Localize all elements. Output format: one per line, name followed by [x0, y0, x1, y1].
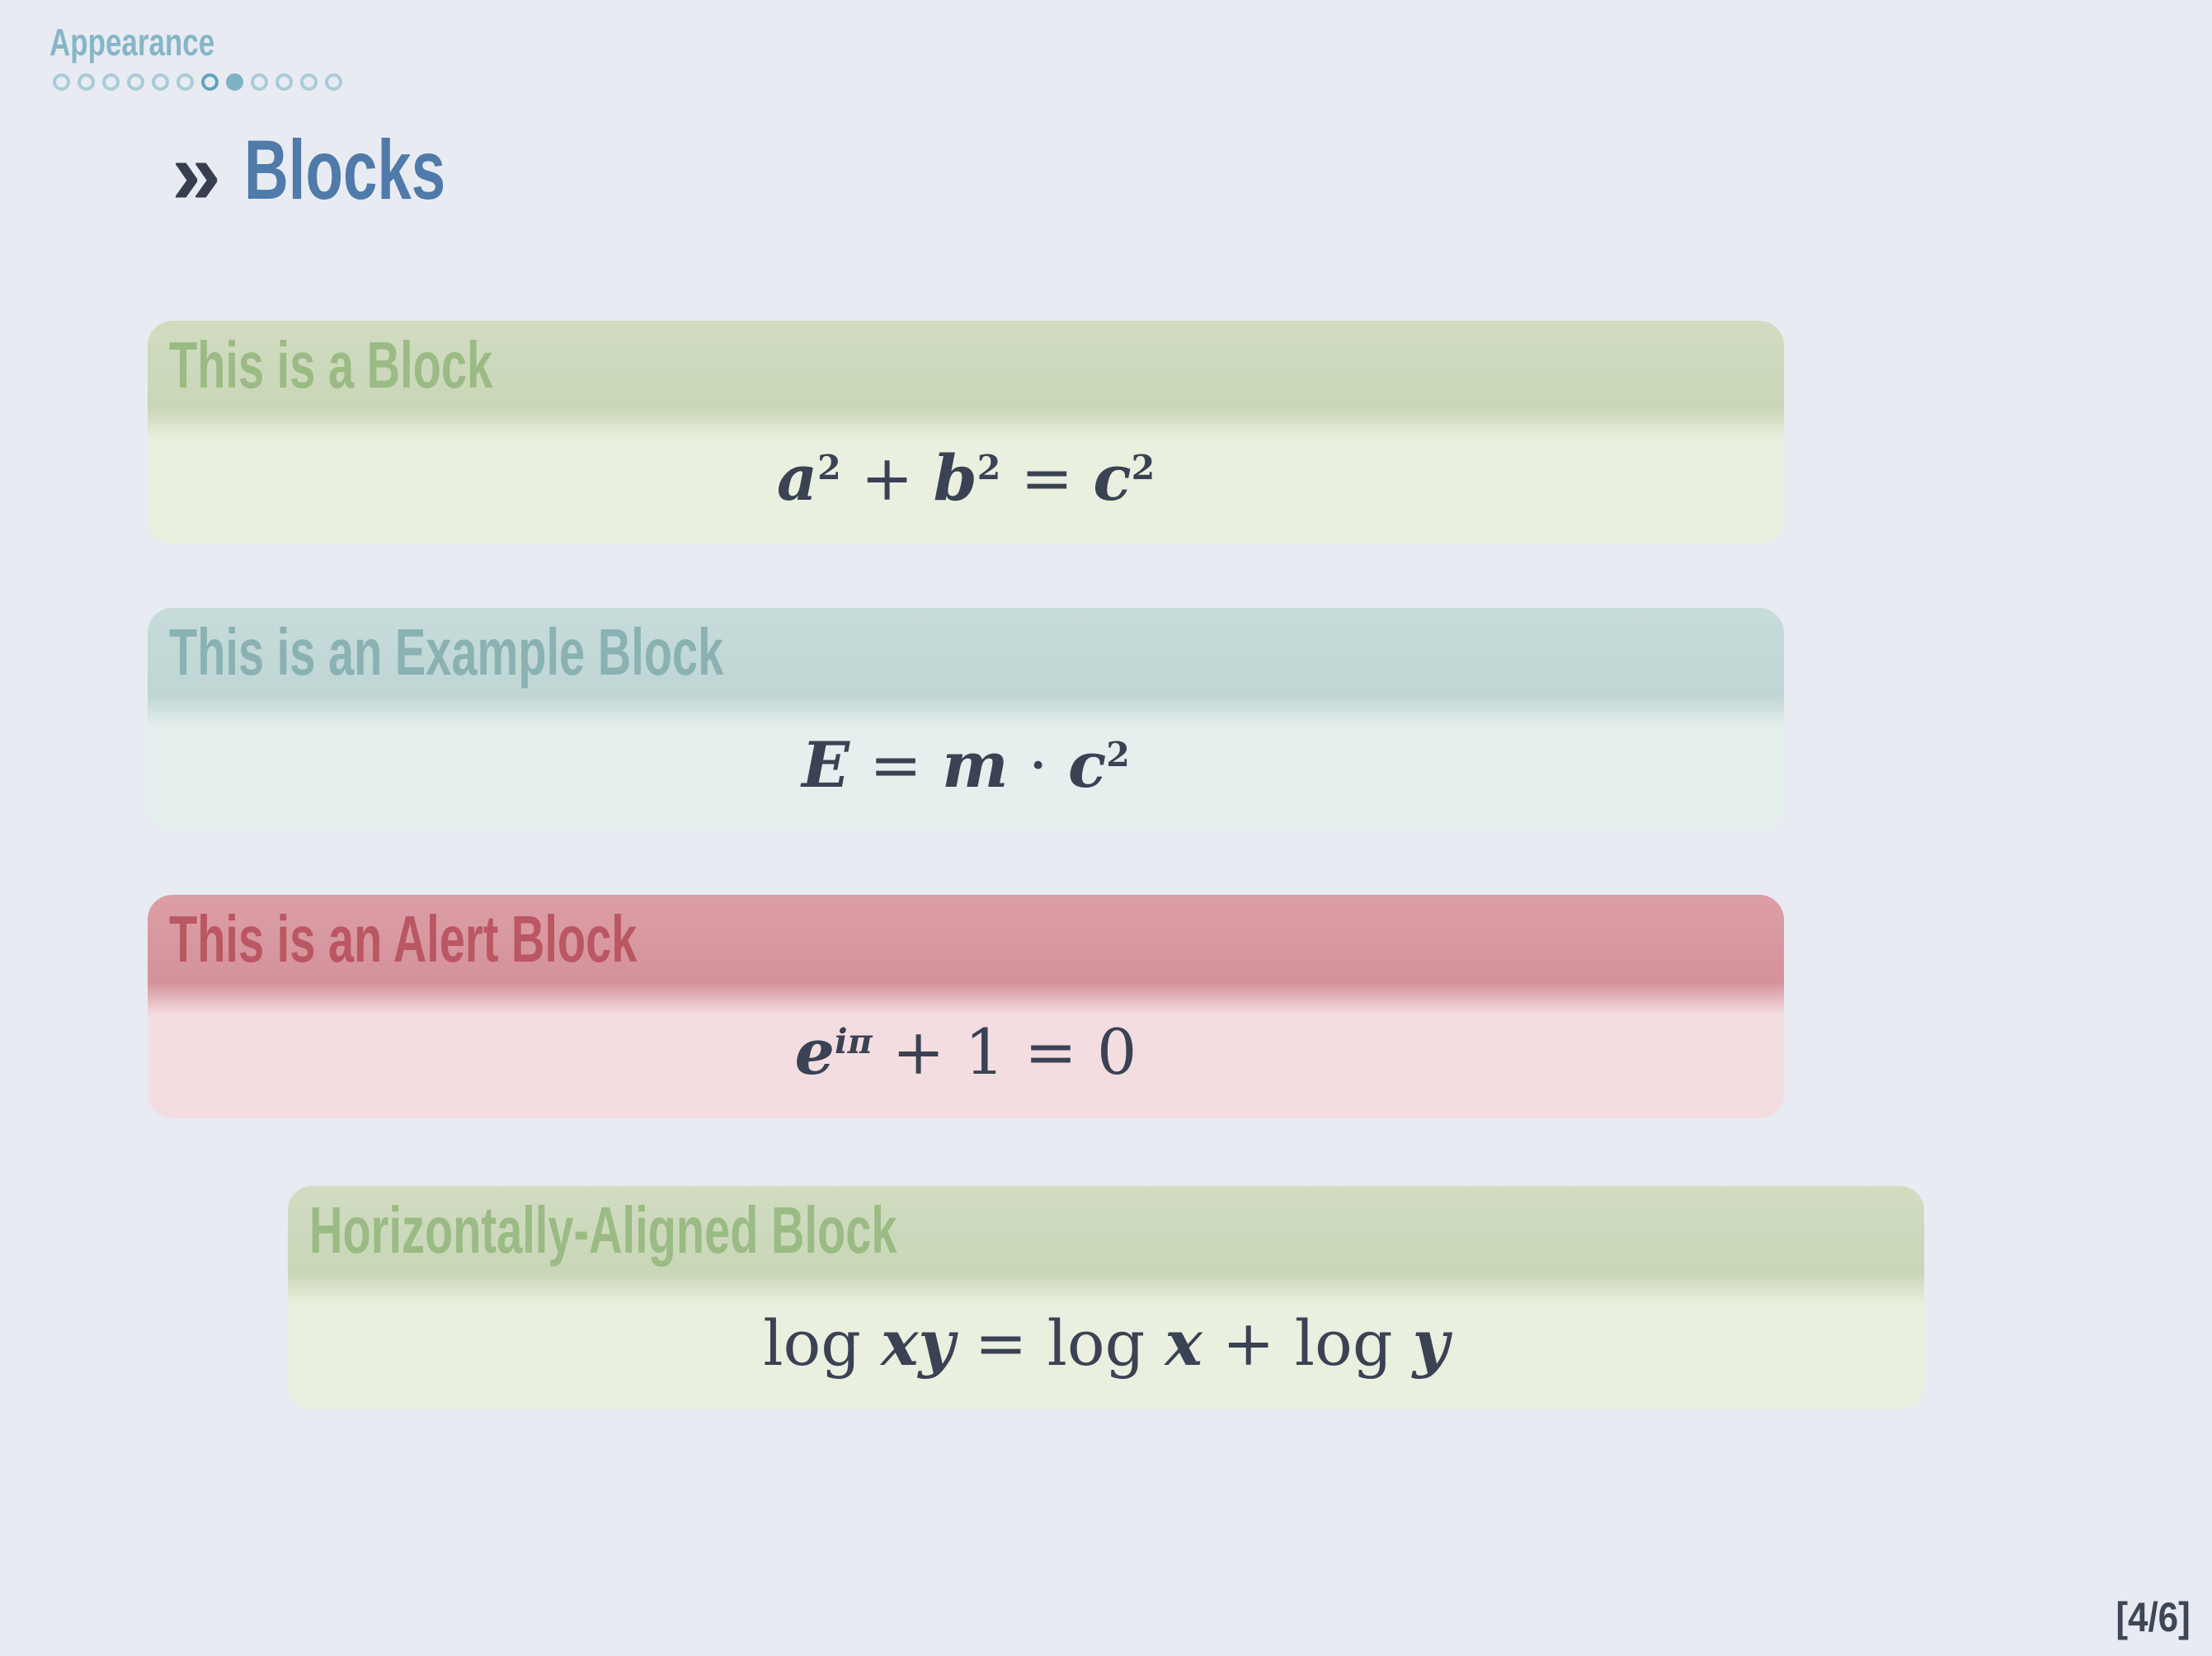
block-body: E = m · c2 [148, 696, 1784, 831]
block-header: This is an Example Block [148, 608, 1784, 696]
block-body: a2 + b2 = c2 [148, 409, 1784, 544]
block-title: Horizontally-Aligned Block [309, 1193, 897, 1267]
progress-dot [300, 73, 318, 91]
block-header: This is a Block [148, 321, 1784, 409]
block-title: This is an Alert Block [169, 901, 638, 976]
block-header: Horizontally-Aligned Block [288, 1186, 1924, 1274]
progress-dot [53, 73, 70, 91]
title-marker-icon: » [172, 123, 221, 223]
progress-dot [251, 73, 268, 91]
section-label: Appearance [49, 21, 215, 64]
formula: eiπ + 1 = 0 [794, 1015, 1137, 1089]
formula: log xy = log x + log y [763, 1306, 1449, 1380]
progress-dot [275, 73, 293, 91]
block-standard: This is a Block a2 + b2 = c2 [148, 321, 1784, 544]
formula: a2 + b2 = c2 [776, 441, 1155, 515]
block-body: log xy = log x + log y [288, 1274, 1924, 1409]
block-body: eiπ + 1 = 0 [148, 983, 1784, 1118]
page-indicator: [4/6] [2116, 1594, 2191, 1640]
progress-dot [201, 73, 219, 91]
block-example: This is an Example Block E = m · c2 [148, 608, 1784, 831]
page-title: Blocks [244, 123, 446, 217]
progress-dot [152, 73, 169, 91]
progress-dot-current [226, 73, 243, 91]
progress-dot [102, 73, 120, 91]
frame-title: » Blocks [172, 123, 520, 218]
formula: E = m · c2 [802, 728, 1130, 802]
progress-dot [127, 73, 144, 91]
progress-dot [176, 73, 194, 91]
progress-dots [53, 73, 342, 91]
block-title: This is an Example Block [169, 614, 724, 689]
block-title: This is a Block [169, 327, 493, 402]
block-header: This is an Alert Block [148, 895, 1784, 983]
progress-dot [325, 73, 342, 91]
block-horizontally-aligned: Horizontally-Aligned Block log xy = log … [288, 1186, 1924, 1409]
progress-dot [78, 73, 95, 91]
block-alert: This is an Alert Block eiπ + 1 = 0 [148, 895, 1784, 1118]
